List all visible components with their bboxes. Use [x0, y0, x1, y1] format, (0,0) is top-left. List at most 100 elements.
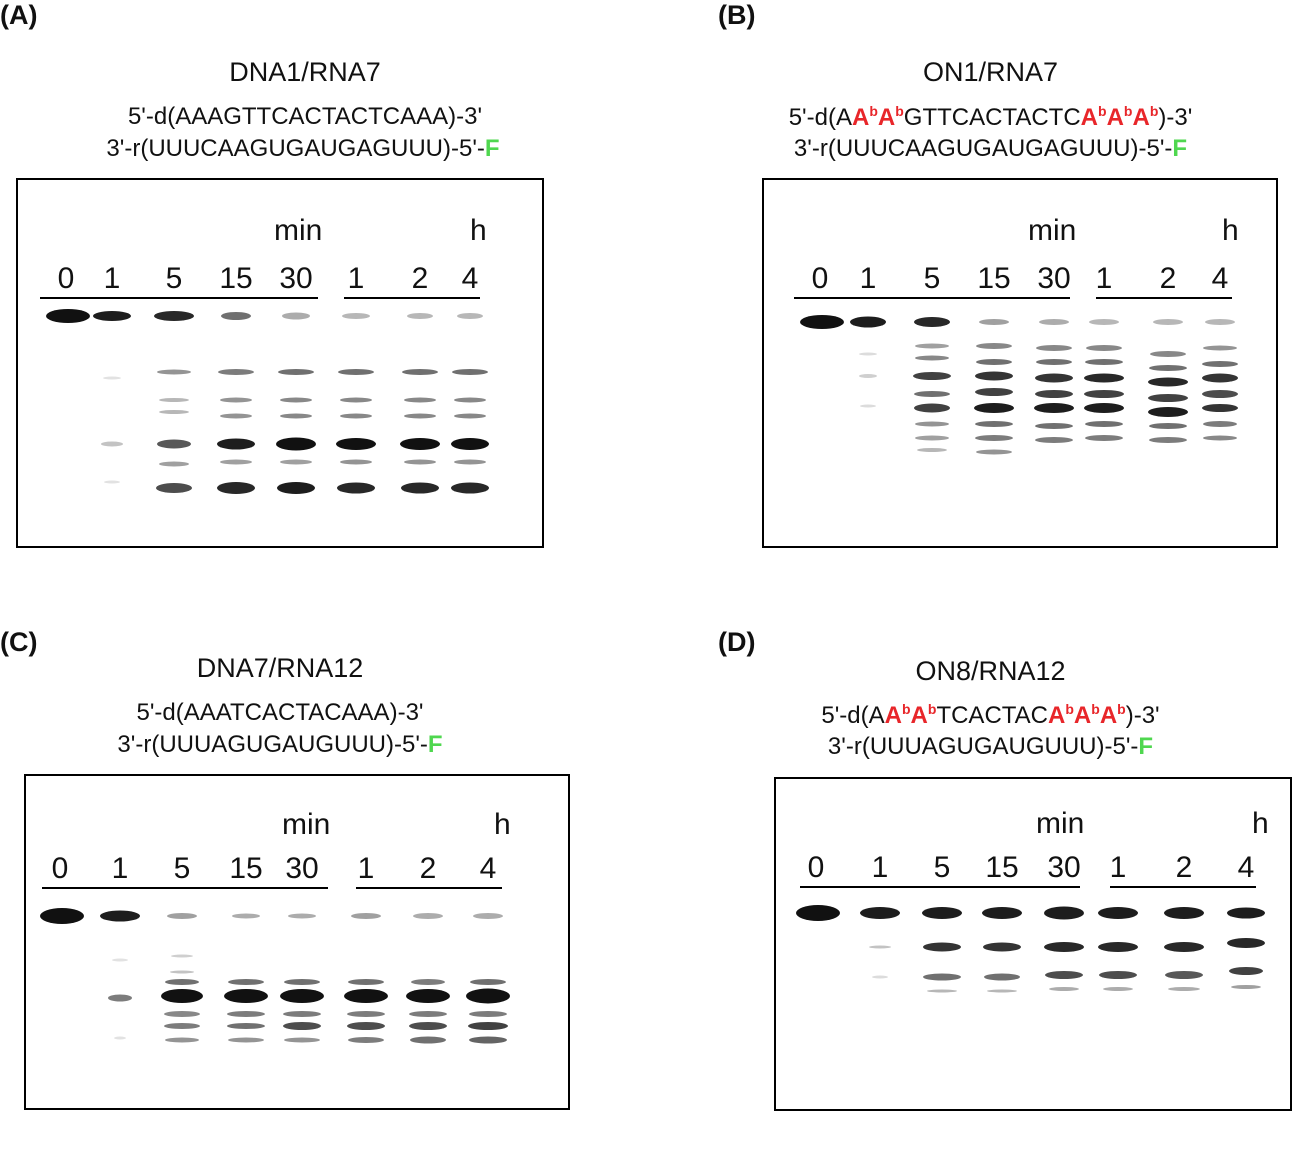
gel-bands [796, 905, 1265, 993]
gel-band [470, 979, 506, 985]
gel-band [1149, 365, 1187, 371]
panel-a: (A) DNA1/RNA7 5'-d(AAAGTTCACTACTCAAA)-3'… [0, 0, 630, 548]
gel-band [473, 913, 503, 919]
gel-band [288, 913, 316, 919]
gel-band [409, 1011, 447, 1017]
gel-band [452, 369, 488, 375]
lane-label: 1 [1095, 262, 1113, 295]
gel-band [337, 482, 375, 494]
gel-band [164, 1023, 200, 1029]
gel-band [171, 954, 193, 958]
gel-band [280, 459, 312, 465]
gel-band [1148, 394, 1188, 402]
lane-label: 4 [479, 852, 497, 885]
gel-band [923, 973, 961, 981]
gel-band [284, 979, 320, 985]
gel-band [280, 413, 312, 419]
sequence-bottom: 3'-r(UUUCAAGUGAUGAGUUU)-5'-F [793, 135, 1188, 162]
gel-band [406, 989, 450, 1003]
sequence-top: 5'-d(AAATCACTACAAA)-3' [136, 699, 424, 726]
gel-band [1203, 345, 1237, 351]
unit-min: min [1028, 214, 1077, 247]
gel-band [1089, 319, 1119, 325]
gel-band [351, 913, 381, 919]
gel-band [170, 970, 194, 974]
gel-band [1084, 373, 1124, 383]
gel-band [1099, 971, 1137, 979]
h-underline [1110, 886, 1256, 888]
lane-label: 1 [357, 852, 375, 885]
gel-band [280, 397, 312, 403]
gel-band [340, 459, 372, 465]
lane-label: 4 [1237, 851, 1255, 884]
lane-label: 0 [57, 262, 75, 295]
gel-band [400, 438, 440, 450]
gel-band [1148, 407, 1188, 417]
lane-label: 15 [985, 851, 1019, 884]
gel-band [922, 907, 962, 919]
gel-band [915, 435, 949, 441]
gel-band [915, 355, 949, 361]
gel-band [336, 438, 376, 450]
gel-image: min h 0 1 5 15 30 1 2 4 [16, 178, 544, 548]
gel-band [983, 942, 1021, 952]
gel-band [220, 413, 252, 419]
lane-label: 1 [871, 851, 889, 884]
gel-band [1035, 390, 1073, 398]
gel-band [404, 459, 436, 465]
gel-band [161, 989, 203, 1003]
modified-nucleotide: Ab [1099, 701, 1126, 729]
lane-label: 1 [859, 262, 877, 295]
gel-band [221, 312, 251, 320]
gel-band [1227, 938, 1265, 948]
gel-band [987, 989, 1017, 993]
gel-band [469, 1011, 507, 1017]
panel-title: ON8/RNA12 [915, 656, 1066, 686]
gel-band [93, 311, 131, 321]
min-underline [794, 297, 1070, 299]
gel-band [984, 973, 1020, 981]
gel-band [1085, 421, 1123, 427]
sequence-top: 5'-d(AAbAbGTTCACTACTCAbAbAb)-3' [788, 103, 1193, 131]
gel-band [167, 913, 197, 919]
gel-band [282, 312, 310, 320]
gel-band [1229, 967, 1263, 975]
gel-band [800, 315, 844, 329]
gel-bands [40, 908, 510, 1044]
lane-label: 1 [1109, 851, 1127, 884]
unit-min: min [1036, 807, 1085, 840]
panel-letter: (D) [718, 627, 756, 657]
gel-band [1149, 423, 1187, 429]
gel-band [451, 482, 489, 494]
fluorophore-label: F [427, 731, 443, 758]
panel-letter: (B) [718, 0, 756, 30]
gel-band [407, 313, 433, 319]
sequence-top: 5'-d(AAAGTTCACTACTCAAA)-3' [127, 103, 483, 130]
gel-band [347, 1022, 385, 1030]
lane-label: 4 [461, 262, 479, 295]
gel-band [227, 1023, 265, 1029]
fluorophore-label: F [1138, 733, 1154, 760]
gel-band [277, 482, 315, 494]
lane-label: 5 [165, 262, 183, 295]
gel-band [466, 988, 510, 1004]
unit-min: min [274, 214, 323, 247]
gel-band [1085, 435, 1123, 441]
unit-min: min [282, 808, 331, 841]
h-underline [344, 297, 480, 299]
gel-band [1203, 435, 1237, 441]
panel-letter: (A) [0, 0, 38, 30]
gel-band [859, 374, 877, 378]
sequence-bottom: 3'-r(UUUAGUGAUGUUU)-5'-F [117, 731, 443, 758]
gel-band [340, 413, 372, 419]
gel-band [923, 942, 961, 952]
gel-band [976, 449, 1012, 455]
gel-band [159, 461, 189, 467]
gel-band [917, 448, 947, 452]
gel-band [401, 482, 439, 494]
gel-band [283, 1022, 321, 1030]
lane-label: 4 [1211, 262, 1229, 295]
gel-band [104, 480, 120, 484]
gel-band [342, 313, 370, 319]
lane-label: 30 [285, 852, 319, 885]
